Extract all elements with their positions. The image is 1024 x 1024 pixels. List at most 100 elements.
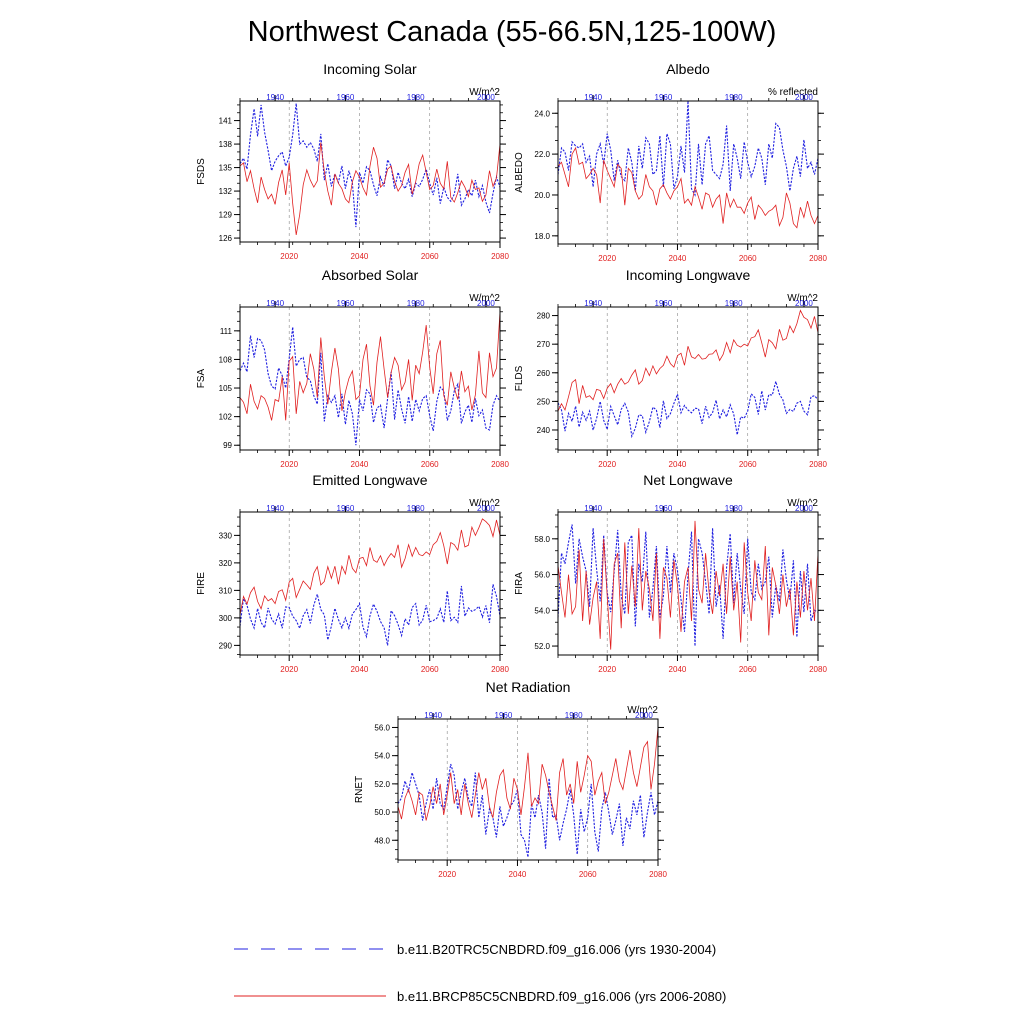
plot-frame xyxy=(397,718,659,861)
x-tick-label-bottom: 2060 xyxy=(579,870,597,879)
panel-units: W/m^2 xyxy=(469,293,500,304)
x-tick-label-top: 1980 xyxy=(725,299,743,308)
x-tick-label-top: 1980 xyxy=(725,93,743,102)
plot-frame xyxy=(557,100,819,245)
panel-title: Net Longwave xyxy=(643,472,733,488)
y-tick-label: 54.0 xyxy=(374,752,390,761)
x-tick-label-top: 2000 xyxy=(477,93,495,102)
series-line-rcp85 xyxy=(239,142,501,235)
x-tick-label-top: 1980 xyxy=(407,299,425,308)
series-line-historical xyxy=(239,103,501,228)
y-tick-label: 54.0 xyxy=(534,606,550,615)
x-tick-label-bottom: 2080 xyxy=(809,665,827,674)
plot-frame xyxy=(557,511,819,656)
y-axis-label: FLDS xyxy=(514,365,525,391)
plot-frame xyxy=(239,511,501,656)
x-tick-label-top: 1960 xyxy=(655,93,673,102)
y-tick-label: 132 xyxy=(219,187,233,196)
y-axis-label: ALBEDO xyxy=(514,152,525,193)
panel-units: W/m^2 xyxy=(469,498,500,509)
series-line-rcp85 xyxy=(557,309,819,412)
y-axis-label: FIRE xyxy=(196,572,207,595)
series-line-historical xyxy=(239,326,501,446)
plot-frame xyxy=(557,306,819,451)
legend: b.e11.B20TRC5CNBDRD.f09_g16.006 (yrs 193… xyxy=(234,942,726,1004)
x-tick-label-top: 1940 xyxy=(266,93,284,102)
figure-title: Northwest Canada (55-66.5N,125-100W) xyxy=(248,16,777,48)
x-tick-label-top: 1960 xyxy=(337,93,355,102)
series-line-rcp85 xyxy=(557,146,819,229)
x-tick-label-top: 2000 xyxy=(477,299,495,308)
x-tick-label-top: 1940 xyxy=(584,504,602,513)
series-line-historical xyxy=(239,584,501,646)
y-tick-label: 99 xyxy=(223,441,232,450)
y-tick-label: 250 xyxy=(537,397,551,406)
x-tick-label-top: 2000 xyxy=(477,504,495,513)
x-tick-label-top: 1980 xyxy=(407,93,425,102)
x-tick-label-bottom: 2040 xyxy=(351,665,369,674)
y-axis-label: RNET xyxy=(354,776,365,803)
x-tick-label-bottom: 2080 xyxy=(809,254,827,263)
x-tick-label-top: 1940 xyxy=(266,299,284,308)
x-tick-label-top: 1960 xyxy=(337,504,355,513)
x-tick-label-top: 2000 xyxy=(795,299,813,308)
x-tick-label-top: 1980 xyxy=(725,504,743,513)
x-tick-label-bottom: 2040 xyxy=(351,252,369,261)
x-tick-label-bottom: 2060 xyxy=(739,460,757,469)
x-tick-label-top: 2000 xyxy=(795,504,813,513)
x-tick-label-bottom: 2040 xyxy=(351,460,369,469)
legend-hist-label: b.e11.B20TRC5CNBDRD.f09_g16.006 (yrs 193… xyxy=(397,942,716,957)
x-tick-label-bottom: 2060 xyxy=(421,460,439,469)
x-tick-label-top: 1960 xyxy=(495,711,513,720)
y-tick-label: 135 xyxy=(219,164,233,173)
y-axis-label: FIRA xyxy=(514,572,525,595)
y-tick-label: 126 xyxy=(219,234,233,243)
x-tick-label-bottom: 2040 xyxy=(669,460,687,469)
series-line-rcp85 xyxy=(239,518,501,616)
panel-incoming-solar: Incoming Solar W/m^2 FSDS 126 129 132 135 138 14… xyxy=(196,61,509,261)
y-tick-label: 300 xyxy=(219,614,233,623)
x-tick-label-top: 1940 xyxy=(266,504,284,513)
x-tick-label-bottom: 2060 xyxy=(421,665,439,674)
y-tick-label: 310 xyxy=(219,586,233,595)
legend-future-label: b.e11.BRCP85C5CNBDRD.f09_g16.006 (yrs 20… xyxy=(397,989,726,1004)
panel-title: Emitted Longwave xyxy=(312,472,427,488)
series-line-historical xyxy=(557,379,819,439)
y-tick-label: 52.0 xyxy=(534,642,550,651)
panel-title: Net Radiation xyxy=(486,679,571,695)
x-tick-label-bottom: 2040 xyxy=(509,870,527,879)
y-tick-label: 111 xyxy=(220,327,233,336)
x-tick-label-top: 1940 xyxy=(424,711,442,720)
x-tick-label-top: 1960 xyxy=(655,299,673,308)
y-tick-label: 108 xyxy=(219,355,233,364)
series-line-rcp85 xyxy=(397,727,659,821)
y-tick-label: 20.0 xyxy=(534,191,550,200)
y-tick-label: 240 xyxy=(537,426,551,435)
plot-frame xyxy=(239,306,501,451)
y-axis-label: FSA xyxy=(196,368,207,388)
x-tick-label-bottom: 2040 xyxy=(669,665,687,674)
panel-title: Incoming Solar xyxy=(323,61,417,77)
series-line-historical xyxy=(557,100,819,197)
x-tick-label-bottom: 2020 xyxy=(598,254,616,263)
panel-title: Absorbed Solar xyxy=(322,267,419,283)
panel-albedo: Albedo % reflected ALBEDO 18.0 20.0 22.0 24.0 2… xyxy=(514,61,827,263)
panel-units: W/m^2 xyxy=(787,498,818,509)
y-tick-label: 24.0 xyxy=(534,109,550,118)
x-tick-label-top: 1980 xyxy=(407,504,425,513)
panel-net-longwave: Net Longwave W/m^2 FIRA 52.0 54.0 56.0 58.0 202… xyxy=(514,472,827,674)
x-tick-label-bottom: 2080 xyxy=(809,460,827,469)
y-tick-label: 280 xyxy=(537,312,551,321)
x-tick-label-bottom: 2080 xyxy=(649,870,667,879)
series-line-historical xyxy=(557,524,819,647)
panel-absorbed-solar: Absorbed Solar W/m^2 FSA 99 102 105 108 111 2020… xyxy=(196,267,509,469)
y-tick-label: 50.0 xyxy=(374,808,390,817)
panel-title: Albedo xyxy=(666,61,710,77)
x-tick-label-bottom: 2020 xyxy=(280,665,298,674)
x-tick-label-top: 1940 xyxy=(584,299,602,308)
panel-net-radiation: Net Radiation W/m^2 RNET 48.0 50.0 52.0 54.0 56… xyxy=(354,679,667,879)
y-tick-label: 22.0 xyxy=(534,150,550,159)
x-tick-label-bottom: 2060 xyxy=(421,252,439,261)
y-tick-label: 102 xyxy=(219,413,233,422)
